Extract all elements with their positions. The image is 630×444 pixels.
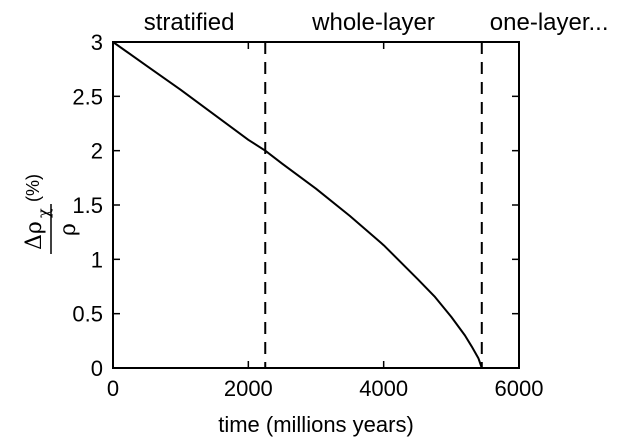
plot-area [112, 41, 520, 369]
plot-frame [112, 41, 520, 369]
x-tick-label: 4000 [359, 376, 408, 401]
y-tick-label: 3 [91, 30, 103, 55]
x-axis-label: time (millions years) [218, 412, 414, 437]
y-axis-label-subscript: χ [34, 208, 53, 218]
y-tick-label: 0 [91, 356, 103, 381]
y-axis-label: Δρ χ ρ (%) [22, 174, 81, 254]
y-tick-label: 2.5 [72, 84, 103, 109]
x-tick-label: 0 [107, 376, 119, 401]
y-axis-label-unit: (%) [23, 174, 43, 202]
region-label-one-layer: one-layer... [490, 9, 609, 36]
y-tick-labels: 0 0.5 1 1.5 2 2.5 3 [72, 30, 103, 381]
y-axis-label-denominator: ρ [56, 223, 81, 236]
region-label-whole-layer: whole-layer [311, 9, 435, 36]
series-line [112, 41, 483, 369]
y-tick-label: 1 [91, 247, 103, 272]
axis-ticks [112, 41, 520, 369]
region-label-stratified: stratified [144, 9, 235, 36]
x-tick-labels: 0 2000 4000 6000 [107, 376, 544, 401]
region-labels: stratified whole-layer one-layer... [144, 9, 609, 36]
region-dividers [264, 42, 483, 368]
x-tick-label: 2000 [224, 376, 273, 401]
series-group [112, 41, 483, 369]
x-tick-label: 6000 [495, 376, 544, 401]
y-axis-label-numerator: Δρ [22, 221, 47, 250]
y-tick-label: 2 [91, 139, 103, 164]
y-tick-label: 1.5 [72, 193, 103, 218]
y-tick-label: 0.5 [72, 302, 103, 327]
